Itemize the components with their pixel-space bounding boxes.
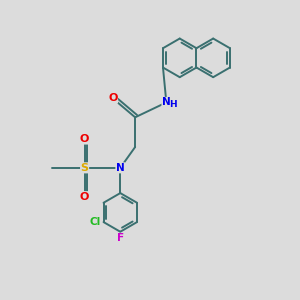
- Text: F: F: [117, 233, 124, 243]
- Text: O: O: [80, 192, 89, 202]
- Text: H: H: [169, 100, 177, 109]
- Text: N: N: [162, 98, 171, 107]
- Text: Cl: Cl: [90, 217, 101, 227]
- Text: O: O: [108, 93, 118, 103]
- Text: O: O: [80, 134, 89, 144]
- Text: N: N: [116, 163, 125, 173]
- Text: S: S: [81, 163, 88, 173]
